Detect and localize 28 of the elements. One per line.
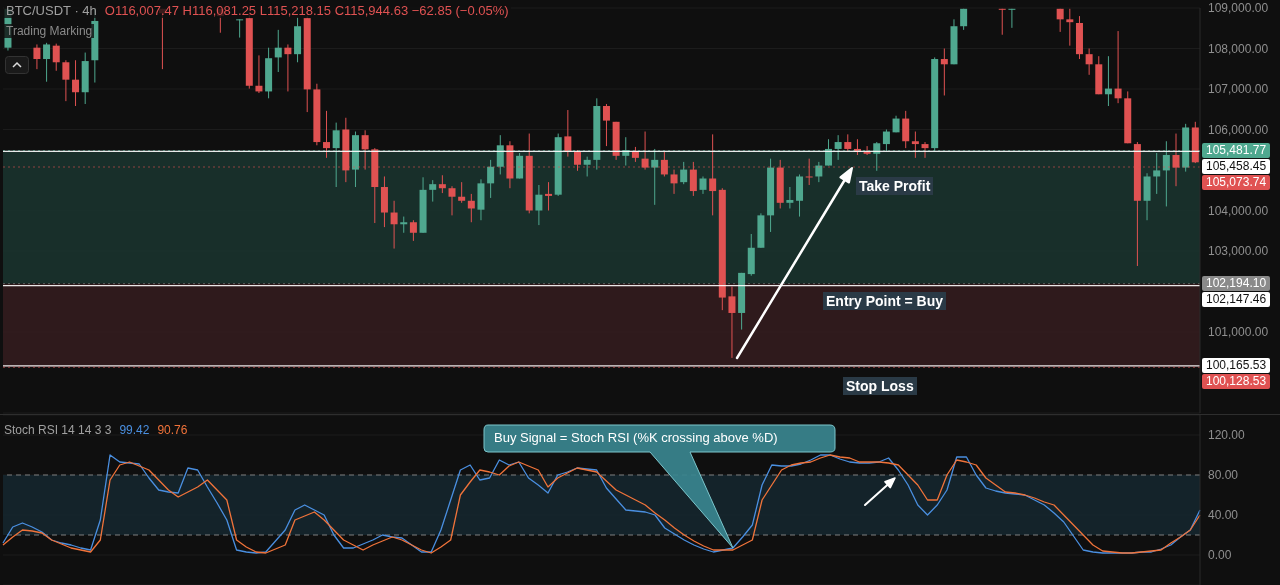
y-tick-label: 80.00	[1208, 468, 1239, 483]
ref-line-label: 100,128.53	[1202, 374, 1271, 390]
text: 90.76	[157, 423, 188, 437]
annotation: Buy Signal = Stoch RSI (%K crossing above %D)	[494, 430, 778, 445]
ref-line-label: 105,481.77	[1202, 142, 1271, 158]
annotation: Trading Marking	[4, 24, 95, 38]
y-tick-label: 108,000.00	[1208, 41, 1269, 56]
y-tick-label: 109,000.00	[1208, 1, 1269, 16]
y-tick-label: 106,000.00	[1208, 122, 1269, 137]
ref-line-label: 102,147.46	[1202, 292, 1271, 308]
y-tick-label: 40.00	[1208, 508, 1239, 523]
ref-line-label: 105,458.45	[1202, 158, 1271, 174]
ref-line-label: 100,165.53	[1202, 358, 1271, 374]
y-tick-label: 101,000.00	[1208, 325, 1269, 340]
chart-subtitle: O116,007.47 H116,081.25 L115,218.15 C115,944.63 −62.85 (−0.05%)	[104, 3, 509, 18]
annotation: Entry Point = Buy	[823, 292, 947, 310]
y-tick-label: 120.00	[1208, 428, 1246, 443]
annotation: Take Profit	[856, 177, 934, 195]
text: Stoch RSI 14 14 3 3	[4, 423, 112, 437]
annotation: Stop Loss	[843, 377, 917, 395]
chart-title: BTC/USDT · 4h	[6, 3, 97, 18]
ref-line-label: 105,073.74	[1202, 174, 1271, 190]
y-tick-label: 103,000.00	[1208, 244, 1269, 259]
series-label: 99.42	[119, 423, 150, 437]
y-tick-label: 104,000.00	[1208, 203, 1269, 218]
y-tick-label: 107,000.00	[1208, 82, 1269, 97]
ref-line-label: 102,194.10	[1202, 276, 1271, 292]
y-tick-label: 0.00	[1208, 548, 1232, 563]
